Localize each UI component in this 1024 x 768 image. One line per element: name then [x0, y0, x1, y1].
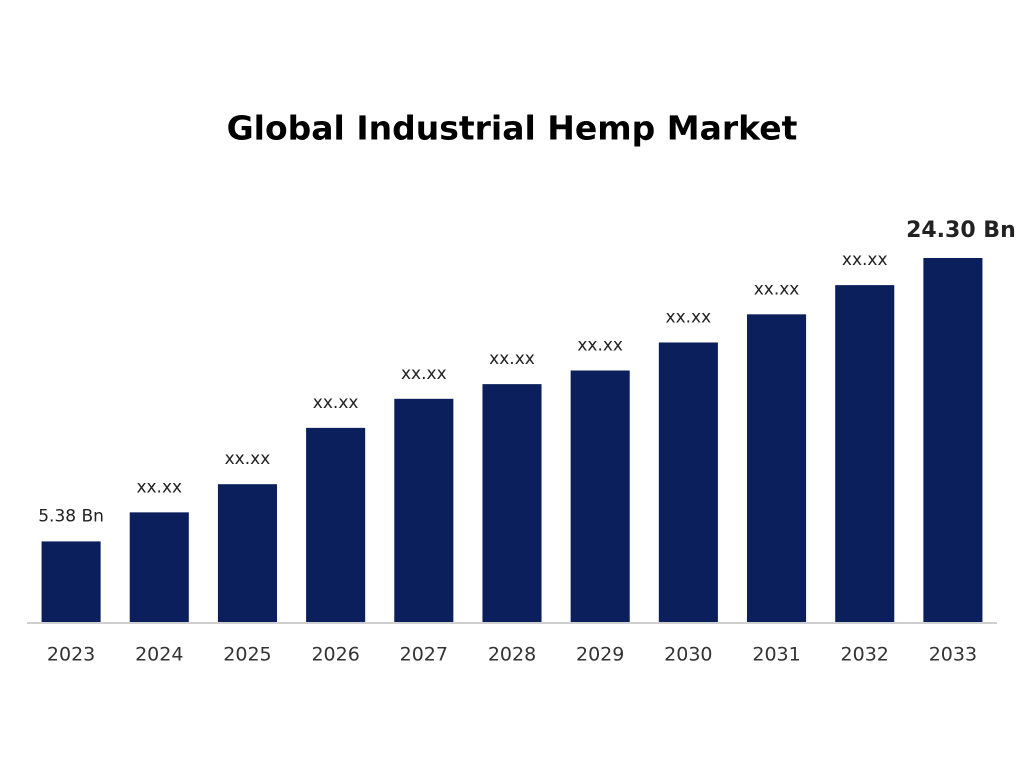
x-tick-label: 2029 [576, 644, 624, 666]
value-label: xx.xx [754, 279, 800, 299]
x-tick-label: 2025 [223, 644, 271, 666]
bar [570, 370, 630, 622]
x-tick-label: 2032 [841, 644, 889, 666]
x-tick-label: 2028 [488, 644, 536, 666]
x-tick-label: 2024 [135, 644, 183, 666]
value-label: xx.xx [401, 364, 447, 384]
bar [747, 314, 807, 622]
bar [658, 342, 718, 622]
value-label: 5.38 Bn [38, 506, 104, 526]
value-label: xx.xx [136, 477, 182, 497]
value-label: xx.xx [225, 449, 271, 469]
value-label: 24.30 Bn [906, 218, 1016, 243]
x-tick-label: 2026 [311, 644, 359, 666]
x-tick-label: 2027 [400, 644, 448, 666]
bar [129, 512, 189, 622]
bar [923, 258, 983, 622]
x-tick-label: 2033 [929, 644, 977, 666]
bar [482, 384, 542, 622]
value-label: xx.xx [489, 349, 535, 369]
bar [41, 541, 101, 622]
chart-title: Global Industrial Hemp Market [227, 109, 798, 148]
bar [217, 484, 277, 622]
x-tick-label: 2023 [47, 644, 95, 666]
value-label: xx.xx [313, 393, 359, 413]
value-label: xx.xx [666, 307, 712, 327]
value-label: xx.xx [842, 250, 888, 270]
x-tick-label: 2031 [752, 644, 800, 666]
bar [306, 427, 366, 622]
bar [835, 285, 895, 622]
value-label: xx.xx [577, 335, 623, 355]
x-tick-label: 2030 [664, 644, 712, 666]
bar [394, 398, 454, 622]
